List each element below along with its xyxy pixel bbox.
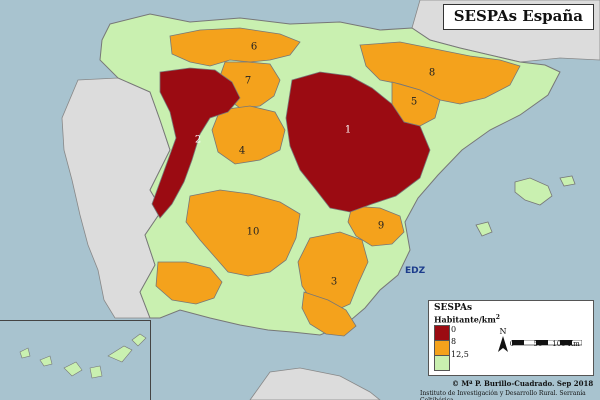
author-credit: © Mª P. Burillo-Cuadrado. Sep 2018 bbox=[452, 379, 594, 388]
region-label-1: 1 bbox=[344, 124, 352, 136]
institute-credit: Instituto de Investigación y Desarrollo … bbox=[420, 390, 586, 400]
canary-island-c bbox=[63, 361, 83, 377]
legend-swatch-light-green bbox=[434, 355, 450, 371]
legend-subtitle: Habitante/km2 bbox=[434, 314, 500, 325]
edz-logo: EDZ bbox=[405, 266, 426, 276]
region-label-9: 9 bbox=[377, 220, 385, 232]
legend-swatch-dark-red bbox=[434, 325, 450, 341]
menorca-island bbox=[559, 175, 576, 187]
region-label-10: 10 bbox=[246, 226, 260, 238]
legend-class-label-3: 12,5 bbox=[451, 350, 469, 359]
legend-title: SESPAs bbox=[434, 303, 473, 313]
legend: SESPAs Habitante/km2 0 8 12,5 bbox=[428, 300, 594, 376]
region-1-area bbox=[285, 71, 431, 213]
region-10b-area bbox=[155, 261, 223, 305]
scale-label-50: 50 bbox=[533, 340, 543, 348]
canary-island-e bbox=[107, 345, 133, 363]
region-2-area bbox=[151, 67, 241, 219]
ibiza-island bbox=[475, 221, 493, 237]
region-label-8: 8 bbox=[428, 67, 436, 79]
legend-subtitle-main: Habitante/km bbox=[434, 314, 496, 325]
canary-island-b bbox=[39, 355, 53, 367]
region-6-area bbox=[169, 27, 301, 67]
region-9-area bbox=[347, 205, 405, 247]
canary-island-f bbox=[131, 333, 147, 347]
region-3-area bbox=[297, 231, 369, 313]
scale-label-100: 100 Km bbox=[552, 340, 580, 348]
region-8-area bbox=[359, 41, 521, 105]
north-label: N bbox=[499, 327, 507, 336]
region-label-2: 2 bbox=[194, 134, 202, 146]
canary-island-a bbox=[19, 347, 31, 359]
legend-class-label-1: 0 bbox=[451, 325, 457, 334]
region-4-area bbox=[211, 105, 286, 165]
map-title: SESPAs España bbox=[442, 4, 594, 30]
legend-subtitle-sup: 2 bbox=[495, 314, 500, 321]
region-label-4: 4 bbox=[238, 145, 246, 157]
north-arrow-icon bbox=[498, 336, 508, 352]
north-arrow: N bbox=[498, 327, 508, 354]
region-3b-area bbox=[301, 291, 357, 337]
africa-land bbox=[249, 367, 381, 400]
region-10-area bbox=[185, 189, 301, 277]
canary-inset-frame bbox=[0, 320, 151, 400]
region-label-5: 5 bbox=[410, 96, 418, 108]
region-label-7: 7 bbox=[244, 75, 252, 87]
scale-label-0: 0 bbox=[509, 340, 515, 348]
region-label-6: 6 bbox=[250, 41, 258, 53]
legend-class-label-2: 8 bbox=[451, 337, 457, 346]
mallorca-island bbox=[514, 177, 553, 206]
legend-swatch-orange bbox=[434, 340, 450, 356]
region-label-3: 3 bbox=[330, 276, 338, 288]
scale-bar bbox=[512, 340, 582, 346]
canary-island-d bbox=[89, 365, 103, 379]
